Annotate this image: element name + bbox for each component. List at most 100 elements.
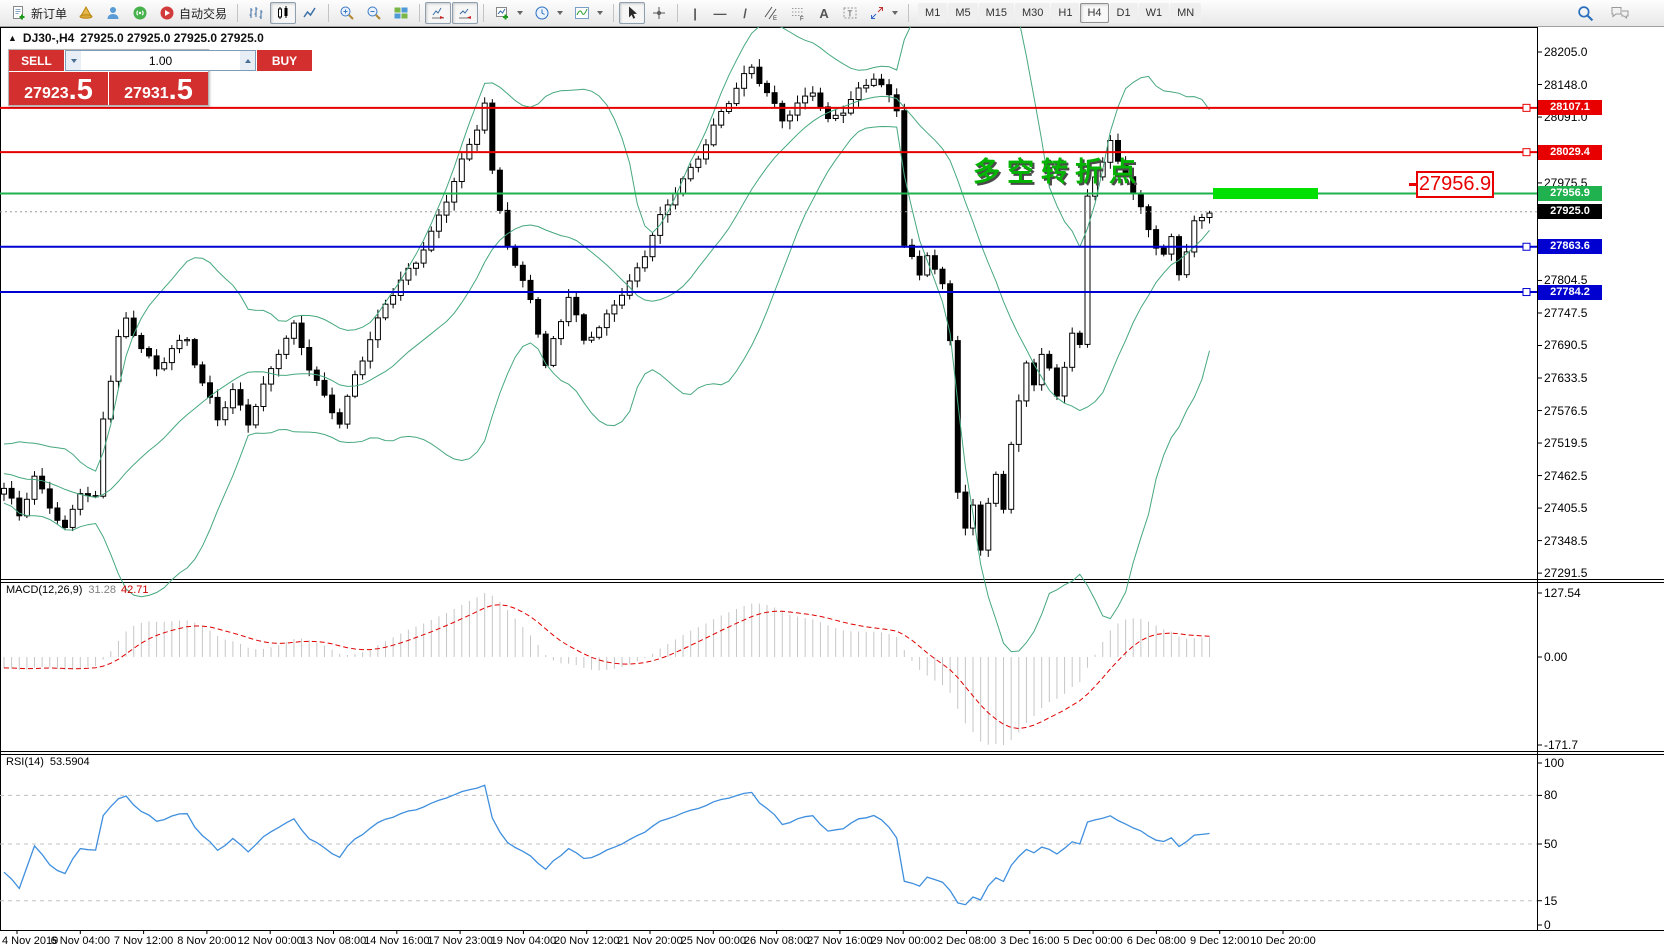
candle-body [1160,247,1167,255]
price-axis-label: 28205.0 [1544,45,1588,59]
zoom-in-button[interactable] [334,2,360,24]
sell-price-button[interactable]: 27923 .5 [9,72,108,105]
candle-body [863,84,870,89]
horizontal-line-tool[interactable]: — [708,2,732,24]
time-axis-label: 10 Dec 20:00 [1250,935,1316,947]
horizontal-line-icon: — [713,5,727,21]
time-axis-label: 26 Nov 08:00 [743,935,810,947]
candle-body [298,322,305,349]
new-order-button[interactable]: 新订单 [6,2,72,24]
sell-button[interactable]: SELL [9,50,64,71]
search-icon[interactable] [1577,5,1594,22]
cursor-tool[interactable] [619,2,646,24]
candle-body [153,355,160,370]
candle-body [382,303,389,319]
timeframe-button-m15[interactable]: M15 [978,3,1014,23]
chat-icon[interactable] [1610,5,1630,21]
vertical-line-tool[interactable]: | [683,2,707,24]
candle-body [252,406,259,426]
buy-price-button[interactable]: 27931 .5 [109,72,208,105]
candle-body [1198,217,1205,222]
timeframe-button-m30[interactable]: M30 [1015,3,1051,23]
new-chart-button[interactable] [489,2,528,24]
candle-body [588,336,595,341]
chart-window: ▲ DJ30-,H4 27925.0 27925.0 27925.0 27925… [0,27,1664,951]
bollinger-middle [3,95,1210,498]
community-button[interactable] [100,2,126,24]
volume-input[interactable] [81,51,240,70]
candle-body [542,333,549,367]
sell-price-main: 27923 [24,85,69,102]
candlestick-series [1,59,1213,557]
candle-body [344,395,351,425]
collapse-triangle-icon[interactable]: ▲ [8,33,17,43]
timeframe-button-m5[interactable]: M5 [948,3,978,23]
candle-body [481,102,488,131]
metaeditor-button[interactable] [73,2,99,24]
hline-handle[interactable] [1522,148,1531,157]
candle-body [31,475,38,500]
period-clock-button[interactable] [529,2,568,24]
hline-handle[interactable] [1522,242,1531,251]
candle-body [275,353,282,370]
hline-handle[interactable] [1522,288,1531,297]
tile-windows-button[interactable] [388,2,414,24]
buy-button[interactable]: BUY [257,50,312,71]
candle-body [718,111,725,126]
candle-body [1008,443,1015,510]
candle-body [931,255,938,270]
sell-price-fraction: .5 [68,74,93,106]
highlight-zone[interactable] [1213,188,1318,200]
fibonacci-tool[interactable]: F [785,2,811,24]
candle-body [748,66,755,75]
candle-body [1000,473,1007,510]
timeframe-button-mn[interactable]: MN [1170,3,1202,23]
chart-canvas[interactable] [0,27,1664,951]
zoom-out-button[interactable] [361,2,387,24]
macd-signal-line [3,604,1210,730]
text-tool[interactable]: A [812,2,836,24]
candle-body [954,340,961,493]
candlestick-chart-button[interactable] [270,2,297,24]
timeframe-button-h1[interactable]: H1 [1051,3,1080,23]
price-line-label: 27863.6 [1538,239,1602,255]
zoom-out-icon [367,6,381,20]
price-tag-label[interactable]: 27956.9 [1409,171,1494,198]
candle-body [832,114,839,120]
autotrading-button[interactable]: 自动交易 [154,2,232,24]
buy-price-fraction: .5 [168,74,193,106]
hline-handle[interactable] [1522,103,1531,112]
candle-body [1145,206,1152,231]
trendline-tool[interactable]: / [733,2,757,24]
line-chart-button[interactable] [297,2,323,24]
fibonacci-icon: F [792,8,804,21]
chart-shift-button[interactable] [452,2,479,24]
time-axis-label: 7 Nov 12:00 [113,935,174,947]
timeframe-button-h4[interactable]: H4 [1080,3,1109,23]
candle-body [527,279,534,300]
candle-body [817,92,824,108]
chart-text-annotation[interactable]: 多空转折点 [973,157,1143,187]
timeframe-button-w1[interactable]: W1 [1138,3,1170,23]
arrows-tool[interactable] [864,2,903,24]
candle-body [985,502,992,551]
indicators-button[interactable] [569,2,608,24]
bar-chart-button[interactable] [243,2,269,24]
crosshair-tool[interactable] [646,2,672,24]
candle-body [1153,229,1160,249]
candle-body [184,339,191,342]
timeframe-button-m1[interactable]: M1 [918,3,948,23]
text-label-tool[interactable]: T [837,2,863,24]
auto-scroll-button[interactable] [425,2,452,24]
channel-tool[interactable]: E [758,2,784,24]
signals-button[interactable] [127,2,153,24]
volume-decrease-button[interactable] [66,51,81,70]
price-line-label: 27956.9 [1538,186,1602,202]
candle-body [886,84,893,96]
volume-increase-button[interactable] [240,51,255,70]
candle-body [664,204,671,216]
crosshair-icon [653,7,666,19]
candle-body [390,295,397,305]
timeframe-button-d1[interactable]: D1 [1109,3,1138,23]
candle-body [840,112,847,116]
